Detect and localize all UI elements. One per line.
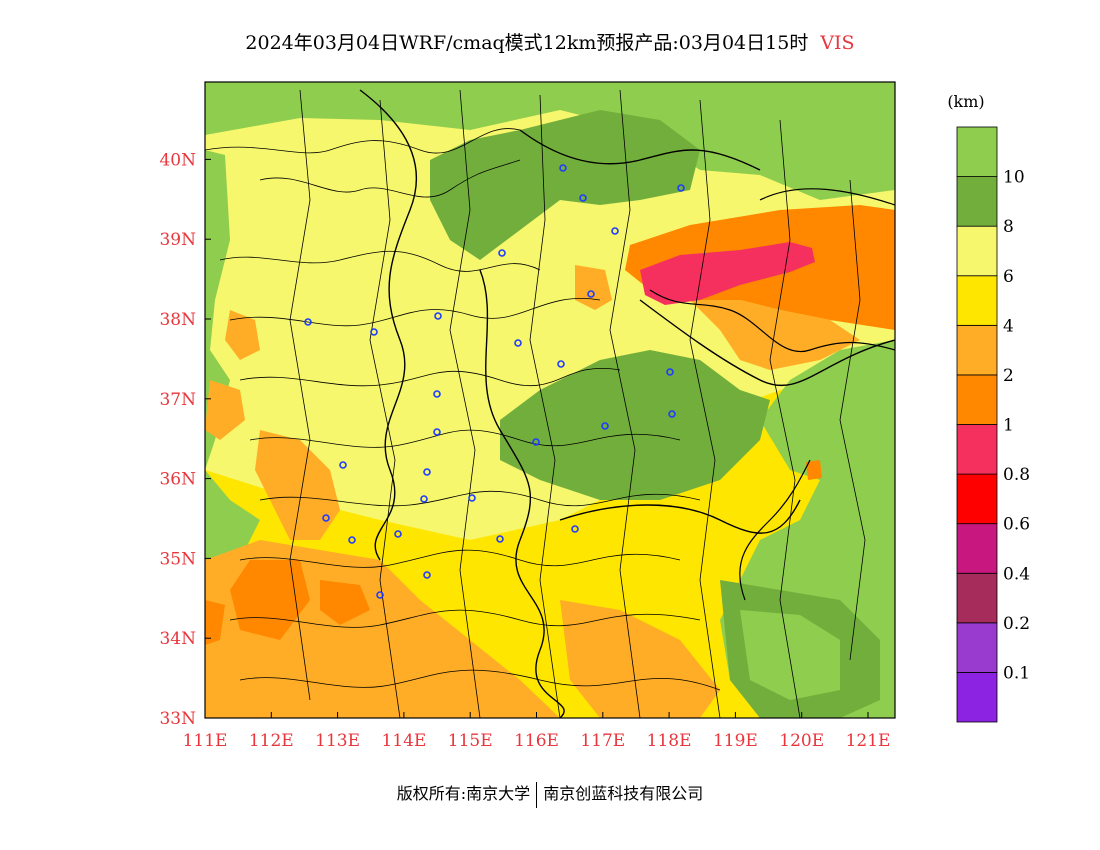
- station-marker: [601, 422, 609, 430]
- lon-label: 114E: [381, 731, 426, 751]
- title-text: 2024年03月04日WRF/cmaq模式12km预报产品:03月04日15时: [245, 32, 809, 54]
- legend-swatch: [956, 424, 998, 475]
- lat-label: 40N: [159, 150, 196, 170]
- lon-label: 113E: [315, 731, 360, 751]
- coastline: [649, 188, 895, 601]
- legend-unit: (km): [947, 92, 984, 111]
- lat-label: 39N: [159, 230, 196, 250]
- station-marker: [434, 312, 442, 320]
- lat-label: 34N: [159, 629, 196, 649]
- lat-label: 33N: [159, 709, 196, 729]
- visibility-field: [205, 82, 895, 718]
- station-marker: [339, 461, 347, 469]
- station-marker: [468, 494, 476, 502]
- station-marker: [394, 530, 402, 538]
- legend-label: 8: [1003, 217, 1014, 237]
- lon-label: 118E: [647, 731, 692, 751]
- legend-swatch: [956, 473, 998, 525]
- legend-swatch: [956, 672, 998, 723]
- legend-swatch: [956, 176, 998, 227]
- station-marker: [348, 536, 356, 544]
- station-marker: [668, 410, 676, 418]
- legend-swatch: [956, 225, 998, 277]
- lon-label: 120E: [779, 731, 824, 751]
- station-marker: [498, 249, 506, 257]
- station-marker: [433, 390, 441, 398]
- legend-swatch: [956, 374, 998, 425]
- station-marker: [557, 360, 565, 368]
- station-marker: [376, 591, 384, 599]
- copyright-footer: 版权所有:南京大学 南京创蓝科技有限公司: [0, 780, 1100, 808]
- legend-swatch: [956, 324, 998, 376]
- lon-label: 119E: [713, 731, 758, 751]
- legend-label: 1: [1003, 416, 1014, 436]
- lon-label: 116E: [514, 731, 559, 751]
- station-marker: [677, 184, 685, 192]
- station-marker: [559, 164, 567, 172]
- county-boundaries: [205, 89, 866, 718]
- variable-label: VIS: [820, 32, 855, 54]
- legend-label: 6: [1003, 267, 1014, 287]
- legend-swatch: [956, 572, 998, 624]
- lat-label: 37N: [159, 390, 196, 410]
- legend-label: 0.4: [1003, 564, 1030, 584]
- copyright-right: 南京创蓝科技有限公司: [543, 784, 704, 803]
- lon-label: 121E: [846, 731, 891, 751]
- station-marker: [571, 525, 579, 533]
- lon-label: 112E: [249, 731, 294, 751]
- station-marker: [666, 368, 674, 376]
- station-marker: [370, 328, 378, 336]
- legend-swatch: [956, 275, 998, 326]
- footer-divider: [536, 781, 538, 808]
- station-markers: [304, 164, 685, 599]
- legend-swatch: [956, 126, 998, 177]
- legend-label: 2: [1003, 366, 1014, 386]
- plot-frame: [204, 81, 896, 719]
- station-marker: [532, 438, 540, 446]
- legend-label: 0.6: [1003, 515, 1030, 535]
- province-boundaries: [359, 89, 895, 718]
- lat-label: 38N: [159, 310, 196, 330]
- legend-label: 4: [1003, 316, 1014, 336]
- lon-label: 111E: [183, 731, 228, 751]
- legend-swatch: [956, 523, 998, 574]
- station-marker: [496, 535, 504, 543]
- station-marker: [611, 227, 619, 235]
- legend-label: 10: [1003, 168, 1025, 188]
- copyright-left: 版权所有:南京大学: [396, 784, 531, 803]
- station-marker: [423, 468, 431, 476]
- lat-label: 35N: [159, 549, 196, 569]
- station-marker: [322, 514, 330, 522]
- legend-label: 0.1: [1003, 663, 1030, 683]
- station-marker: [420, 495, 428, 503]
- station-marker: [433, 428, 441, 436]
- latitude-axis: 33N 34N 35N 36N 37N 38N 39N 40N: [159, 150, 211, 729]
- longitude-axis: 111E 112E 113E 114E 115E 116E 117E 118E 119E 120E…: [183, 712, 891, 751]
- lon-label: 115E: [448, 731, 493, 751]
- station-marker: [579, 194, 587, 202]
- legend: (km) 0.1 0.2 0.4 0.6 0.8 1 2 4 6 8 10: [947, 92, 1030, 723]
- lon-label: 117E: [580, 731, 625, 751]
- legend-swatch: [956, 622, 998, 673]
- legend-label: 0.2: [1003, 614, 1030, 634]
- lat-label: 36N: [159, 470, 196, 490]
- station-marker: [587, 290, 595, 298]
- station-marker: [514, 339, 522, 347]
- map-title: 2024年03月04日WRF/cmaq模式12km预报产品:03月04日15时 V…: [0, 28, 1100, 55]
- station-marker: [304, 318, 312, 326]
- legend-label: 0.8: [1003, 465, 1030, 485]
- station-marker: [423, 571, 431, 579]
